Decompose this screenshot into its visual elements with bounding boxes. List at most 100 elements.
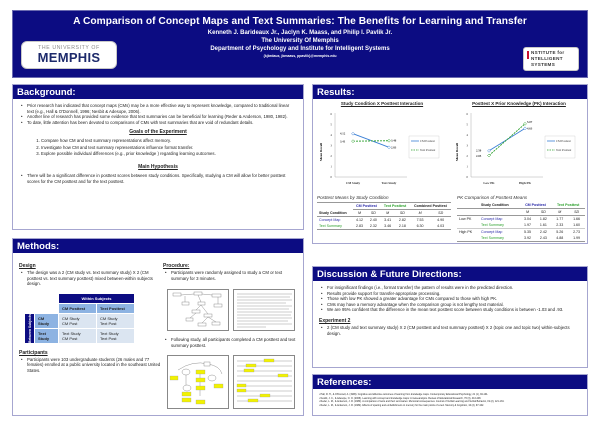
cell: 2.73 [573, 230, 581, 234]
cell: 3.92 [524, 236, 532, 240]
bullet: We are 95% confident that the difference… [319, 307, 581, 313]
pk-comparison-table-block: PK Comparison of Posttest Means Study Co… [457, 195, 585, 242]
legend-label: CM Posttest [556, 139, 571, 143]
background-panel: Background: Prior research has indicated… [12, 84, 304, 230]
references-heading: References: [313, 375, 587, 389]
cell: 4.90 [437, 218, 445, 222]
data-label: 2.83 [391, 146, 397, 150]
y-axis-label: Mean Recall [455, 143, 459, 161]
cell-line: CM Study [62, 315, 80, 321]
cell: 1.61 [539, 223, 547, 227]
table-row: Text Summary 2.83 2.32 3.46 2.18 6.30 4.… [317, 223, 451, 230]
legend-label: Text Posttest [556, 148, 572, 152]
table-row: High PK Concept Map 5.35 2.42 5.26 2.73 [457, 229, 585, 236]
y-tick: 0 [330, 175, 332, 179]
sub-header: SD [574, 210, 580, 214]
col-group-header: Combined Posttest [409, 202, 451, 210]
goal-item: Investigate how CM and text summary repr… [41, 145, 297, 151]
cell: 2.82 [398, 218, 406, 222]
data-label: 3.41 [340, 140, 346, 144]
row-header: Study Condition [319, 210, 347, 215]
x-tick: Low PK [483, 181, 495, 185]
col-group-header: CM Posttest [525, 203, 546, 207]
bullet: Following study, all participants comple… [163, 337, 299, 348]
cell: 5.35 [524, 230, 532, 234]
concept-map-posttest-image [167, 355, 229, 409]
pk-comparison-table: Study Condition CM Posttest Text Posttes… [457, 202, 585, 242]
concept-map-icon [172, 291, 223, 327]
legend [544, 135, 576, 159]
row-label: Text Summary [480, 236, 504, 240]
cell: 2.40 [369, 218, 377, 222]
design-cell: CM Study CM Post [58, 312, 97, 329]
sub-header: SD [540, 210, 546, 214]
memphis-logo-small: THE UNIVERSITY OF [38, 45, 100, 51]
participants-heading: Participants [19, 349, 48, 356]
reference-item: Nesbit, J. C., & Adesope, O. O. (2006). … [319, 397, 581, 401]
poster-header: A Comparison of Concept Maps and Text Su… [12, 10, 588, 78]
cell: 4.88 [556, 236, 564, 240]
cell-line: Text Study [100, 330, 119, 336]
chart-title: Study Condition X Posttest Interaction [340, 101, 424, 106]
iis-line2: NTELLIGENT [531, 56, 563, 61]
cell-line: CM Study [100, 315, 118, 321]
sub-header: M [386, 211, 390, 215]
col-group-header: Text Posttest [380, 202, 410, 210]
row-header-text-study: Text Study [34, 327, 59, 344]
chart-title: Posttest X Prior Knowledge (PK) Interact… [472, 101, 566, 106]
university: The University Of Memphis [261, 38, 339, 44]
design-table: Within Subjects CM Posttest Text Posttes… [24, 292, 135, 344]
bullet: CMs may have a memory advantage when the… [319, 302, 581, 308]
methods-heading: Methods: [13, 239, 303, 253]
cell: 2.43 [539, 236, 547, 240]
discussion-panel: Discussion & Future Directions: For insi… [312, 266, 588, 368]
row-label: Concept Map [480, 230, 503, 234]
text-lines-icon [237, 293, 292, 328]
col-header-text-posttest: Text Posttest [96, 302, 135, 314]
cell: 3.41 [384, 218, 392, 222]
x-tick: CM Study [346, 181, 360, 185]
references-list: Hall, R. H., & O'Donnell, A. (1996). Cog… [313, 389, 587, 411]
goal-item: Compare how CM and text summary represen… [41, 138, 297, 144]
sub-header: M [418, 211, 422, 215]
cell-line: Text Post [100, 335, 117, 341]
y-tick: 0 [466, 175, 468, 179]
concept-map-posttest-icon [169, 361, 224, 405]
reference-item: Reder, L. M., & Anderson, J. R. (1980). … [319, 400, 581, 404]
design-heading: Design [19, 263, 36, 269]
cell: 2.18 [398, 224, 406, 228]
row-label: Text Summary [319, 224, 342, 228]
cell: 1.77 [556, 217, 564, 221]
bullet: For insignificant findings (i.e., format… [319, 285, 581, 291]
col-group-header: CM Posttest [352, 202, 381, 210]
cell: 2.32 [369, 224, 377, 228]
y-tick: 6 [466, 112, 468, 116]
cell: 1.60 [573, 223, 581, 227]
sub-header: SD [438, 211, 444, 215]
reference-item: Reder, L. M., & Anderson, J. R. (1982). … [319, 404, 581, 408]
background-heading: Background: [13, 85, 303, 99]
data-label: 2.50 [476, 149, 482, 153]
goal-item: Explore possible individual differences … [41, 151, 297, 157]
row-label: Concept Map [319, 218, 341, 222]
goals-heading: Goals of the Experiment [129, 129, 187, 136]
iis-line1: NSTITUTE for [531, 50, 565, 55]
y-axis-label: Mean Recall [319, 143, 323, 161]
design-cell: Text Study Text Post [96, 327, 135, 344]
participants-bullets: Participants were 103 undergraduate stud… [19, 357, 161, 374]
results-heading: Results: [313, 85, 587, 99]
cell: 6.30 [416, 224, 424, 228]
hypothesis-heading: Main Hypothesis [138, 163, 178, 170]
cell-line: CM Post [62, 335, 78, 341]
cell: 3.04 [524, 217, 532, 221]
table-row: Concept Map 4.12 2.40 3.41 2.82 7.53 4.9… [317, 217, 451, 224]
cell-line: CM Post [62, 320, 78, 326]
reference-item: Hall, R. H., & O'Donnell, A. (1996). Cog… [319, 393, 581, 397]
table-title: PK Comparison of Posttest Means [457, 195, 528, 200]
goals-list: Compare how CM and text summary represen… [19, 138, 297, 157]
data-label: 4.63 [527, 127, 533, 131]
emails: {kjbrdaux, jkmaass, ppavlik}@memphis.edu [263, 54, 337, 58]
data-label: 5.07 [527, 120, 533, 124]
between-subjects-header: Between Subjects [24, 312, 35, 344]
department: Department of Psychology and Institute f… [210, 46, 390, 52]
